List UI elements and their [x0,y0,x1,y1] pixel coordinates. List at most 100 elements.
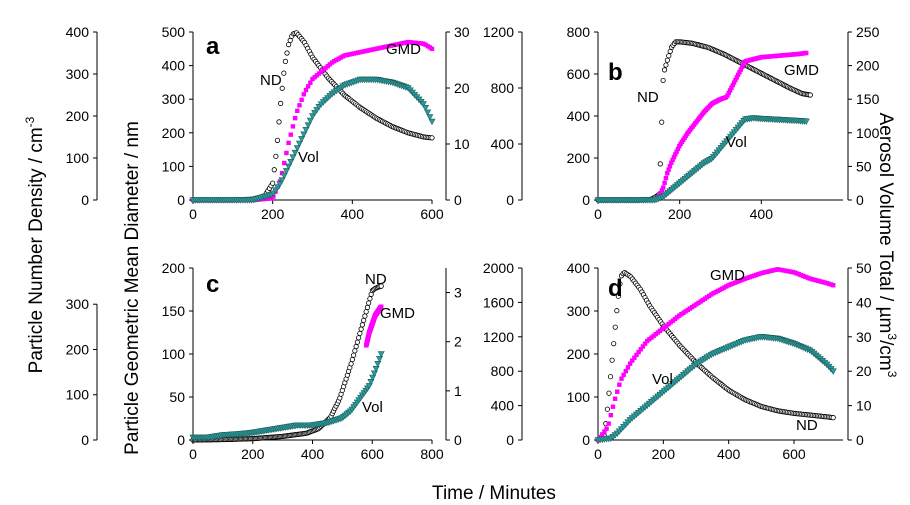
gmd-tick-label: 0 [177,432,185,448]
nd-point [367,296,373,302]
vol-tick-label: 40 [856,294,872,310]
nd-point [667,48,673,55]
gmd-point [673,152,678,157]
gmd-point [286,140,291,146]
nd-tick-label: 0 [506,432,514,448]
nd-point [615,293,621,299]
nd-point [348,361,354,367]
x-tick-label: 0 [189,446,197,462]
gmd-point [739,64,745,70]
x-tick-label: 400 [341,206,365,222]
vol-point [276,181,284,188]
vol-tick-label: 200 [856,58,880,74]
gmd-point [659,188,665,193]
nd-tick-label: 2000 [483,260,514,276]
nd-tick-label: 800 [491,363,515,379]
x-tick-label: 800 [420,446,444,462]
gmd-point [727,88,733,93]
annotation-vol: Vol [652,371,673,388]
nd-point [270,180,276,186]
gmd-point [737,70,742,75]
x-tick-label: 200 [668,206,692,222]
series-nd [595,39,813,203]
gmd-point [640,344,646,349]
vol-point [802,118,810,126]
annotation-gmd: GMD [386,41,421,58]
gmd-tick-label: 100 [567,389,591,405]
gmd-tick-label: 200 [567,150,591,166]
vol-point [428,118,436,126]
nd-point [352,348,358,354]
nd-tick-label: 1200 [483,24,514,40]
gmd-tick-label: 0 [177,192,185,208]
gmd-point [282,160,287,166]
gmd-point [733,77,738,83]
gmd-point [658,190,663,196]
y-right-axis-title: Aerosol Volume Total / µm3/cm3 [875,113,899,378]
panel-letter: c [206,271,219,298]
vol-tick-label: 10 [454,136,470,152]
annotation-vol: Vol [362,399,383,416]
gmd-point [634,352,639,358]
nd-point [351,352,357,358]
series-nd [190,283,384,443]
gmd-tick-label: 200 [567,346,591,362]
gmd-tick-label: 300 [567,303,591,319]
gmd-point [301,92,307,97]
x-tick-label: 0 [594,446,602,462]
vol-tick-label: 0 [856,432,864,448]
gmd-point [831,283,836,288]
nd-point [279,85,285,91]
nd-point [276,119,282,125]
gmd-point [627,361,633,366]
gmd-point [292,115,298,121]
annotation-gmd: GMD [784,62,819,79]
gmd-point [804,50,809,56]
gmd-point [621,372,626,378]
nd-tick-label: 0 [81,432,89,448]
gmd-point [632,355,637,360]
nd-point [666,53,672,59]
annotation-gmd: GMD [710,267,745,284]
gmd-point [671,154,677,160]
series-vol [594,334,837,444]
nd-tick-label: 400 [491,398,515,414]
nd-tick-label: 200 [66,341,90,357]
nd-point [611,341,617,347]
gmd-point [670,157,675,163]
gmd-point [429,46,435,51]
gmd-point [305,84,311,89]
vol-tick-label: 150 [856,91,880,107]
nd-tick-label: 400 [491,136,515,152]
vol-point [282,168,290,175]
vol-point [426,114,434,121]
annotation-nd: ND [365,271,387,288]
gmd-tick-label: 400 [567,108,591,124]
x-tick-label: 400 [717,446,741,462]
nd-point [660,77,666,84]
nd-point [807,92,813,98]
gmd-point [617,382,622,387]
vol-point [306,117,314,125]
nd-point [378,283,384,289]
nd-point [659,119,665,125]
gmd-point [284,150,289,156]
nd-point [282,58,289,65]
nd-tick-label: 800 [491,80,515,96]
vol-tick-label: 50 [856,260,872,276]
gmd-point [303,87,309,93]
vol-tick-label: 250 [856,24,880,40]
gmd-point [675,146,681,152]
x-tick-label: 600 [782,446,806,462]
vol-tick-label: 30 [454,24,470,40]
gmd-point [610,404,616,409]
x-tick-label: 600 [420,206,444,222]
nd-point [657,161,663,167]
gmd-point [738,67,743,72]
gmd-point [608,412,614,418]
gmd-point [295,108,300,114]
nd-tick-label: 100 [66,387,90,403]
vol-point [285,163,293,171]
nd-point [274,137,281,143]
vol-point [278,177,286,184]
